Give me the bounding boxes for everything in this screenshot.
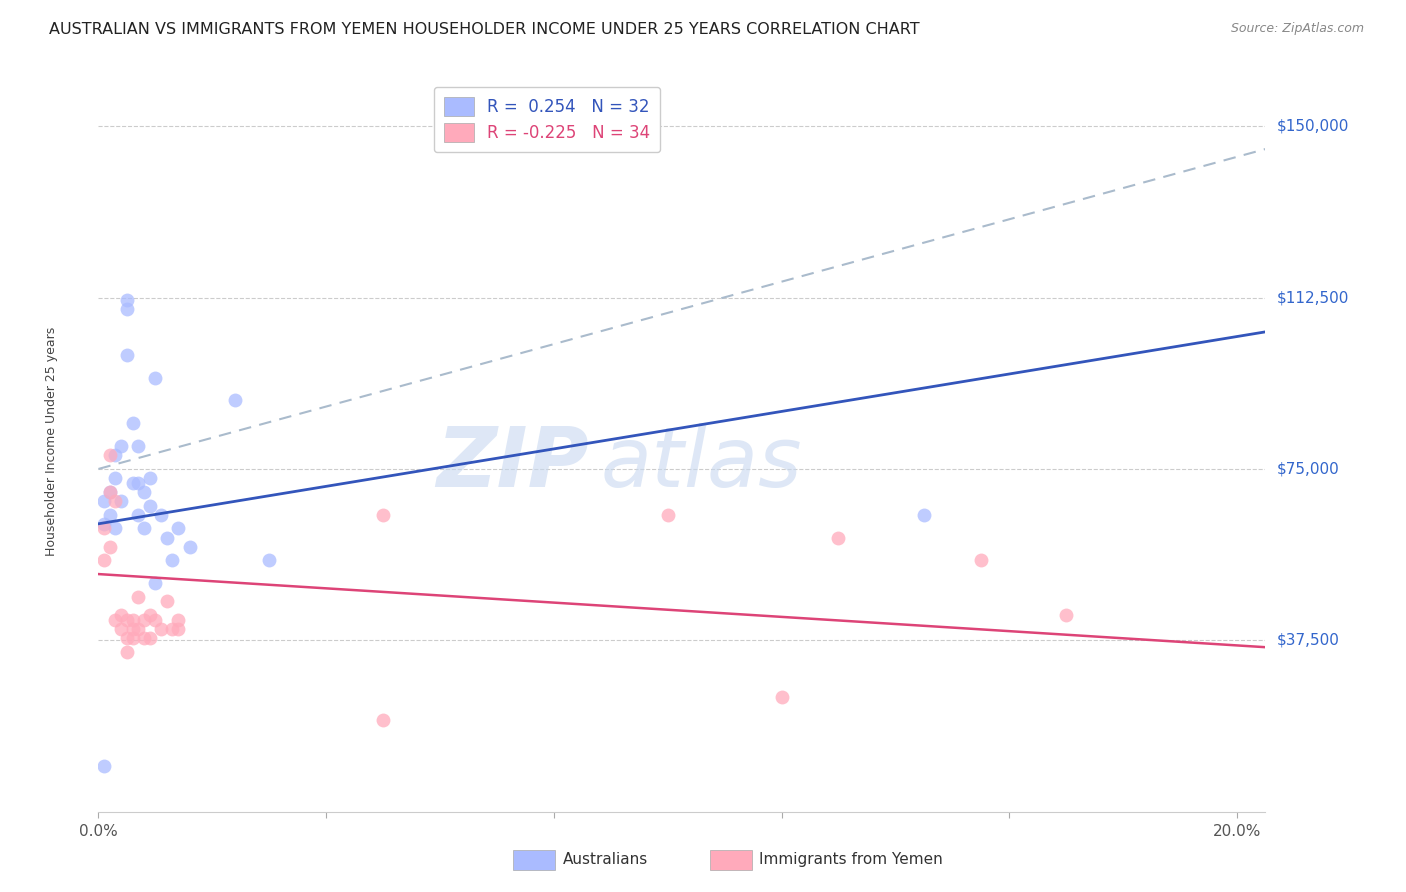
Text: Householder Income Under 25 years: Householder Income Under 25 years	[45, 326, 58, 557]
Point	[104, 448, 127, 462]
Point	[132, 484, 155, 499]
Point	[138, 608, 160, 623]
Point	[156, 594, 179, 608]
Text: Australians: Australians	[562, 853, 648, 867]
Text: $37,500: $37,500	[1277, 632, 1340, 648]
Point	[138, 631, 160, 645]
Text: $75,000: $75,000	[1277, 461, 1340, 476]
Point	[98, 484, 121, 499]
Point	[138, 471, 160, 485]
Point	[115, 348, 138, 362]
Text: Immigrants from Yemen: Immigrants from Yemen	[759, 853, 943, 867]
Point	[115, 613, 138, 627]
Point	[156, 531, 179, 545]
Point	[132, 521, 155, 535]
Point	[127, 590, 149, 604]
Point	[115, 301, 138, 316]
Point	[167, 521, 190, 535]
Point	[132, 631, 155, 645]
Point	[143, 613, 166, 627]
Text: $112,500: $112,500	[1277, 290, 1348, 305]
Point	[150, 622, 173, 636]
Point	[167, 613, 190, 627]
Point	[110, 494, 132, 508]
Point	[110, 439, 132, 453]
Point	[98, 540, 121, 554]
Point	[371, 508, 394, 522]
Point	[167, 622, 190, 636]
Point	[257, 553, 280, 567]
Point	[121, 622, 143, 636]
Point	[371, 714, 394, 728]
Text: ZIP: ZIP	[436, 423, 589, 504]
Point	[104, 521, 127, 535]
Point	[162, 553, 184, 567]
Point	[143, 576, 166, 591]
Point	[827, 531, 849, 545]
Point	[115, 293, 138, 307]
Point	[98, 448, 121, 462]
Point	[127, 508, 149, 522]
Point	[121, 613, 143, 627]
Point	[98, 508, 121, 522]
Point	[179, 540, 201, 554]
Point	[657, 508, 679, 522]
Point	[1054, 608, 1077, 623]
Point	[970, 553, 993, 567]
Text: $150,000: $150,000	[1277, 119, 1348, 134]
Point	[121, 417, 143, 431]
Legend: R =  0.254   N = 32, R = -0.225   N = 34: R = 0.254 N = 32, R = -0.225 N = 34	[433, 87, 659, 153]
Point	[110, 622, 132, 636]
Point	[93, 553, 115, 567]
Point	[121, 475, 143, 490]
Point	[104, 613, 127, 627]
Text: atlas: atlas	[600, 423, 801, 504]
Point	[127, 475, 149, 490]
Point	[162, 622, 184, 636]
Point	[93, 494, 115, 508]
Point	[770, 690, 793, 705]
Text: AUSTRALIAN VS IMMIGRANTS FROM YEMEN HOUSEHOLDER INCOME UNDER 25 YEARS CORRELATIO: AUSTRALIAN VS IMMIGRANTS FROM YEMEN HOUS…	[49, 22, 920, 37]
Point	[121, 631, 143, 645]
Point	[93, 759, 115, 773]
Point	[93, 516, 115, 531]
Point	[127, 622, 149, 636]
Point	[104, 494, 127, 508]
Point	[98, 484, 121, 499]
Text: Source: ZipAtlas.com: Source: ZipAtlas.com	[1230, 22, 1364, 36]
Point	[132, 613, 155, 627]
Point	[912, 508, 935, 522]
Point	[224, 393, 246, 408]
Point	[143, 370, 166, 384]
Point	[127, 439, 149, 453]
Point	[150, 508, 173, 522]
Point	[110, 608, 132, 623]
Point	[93, 521, 115, 535]
Point	[104, 471, 127, 485]
Point	[115, 645, 138, 659]
Point	[138, 499, 160, 513]
Point	[115, 631, 138, 645]
